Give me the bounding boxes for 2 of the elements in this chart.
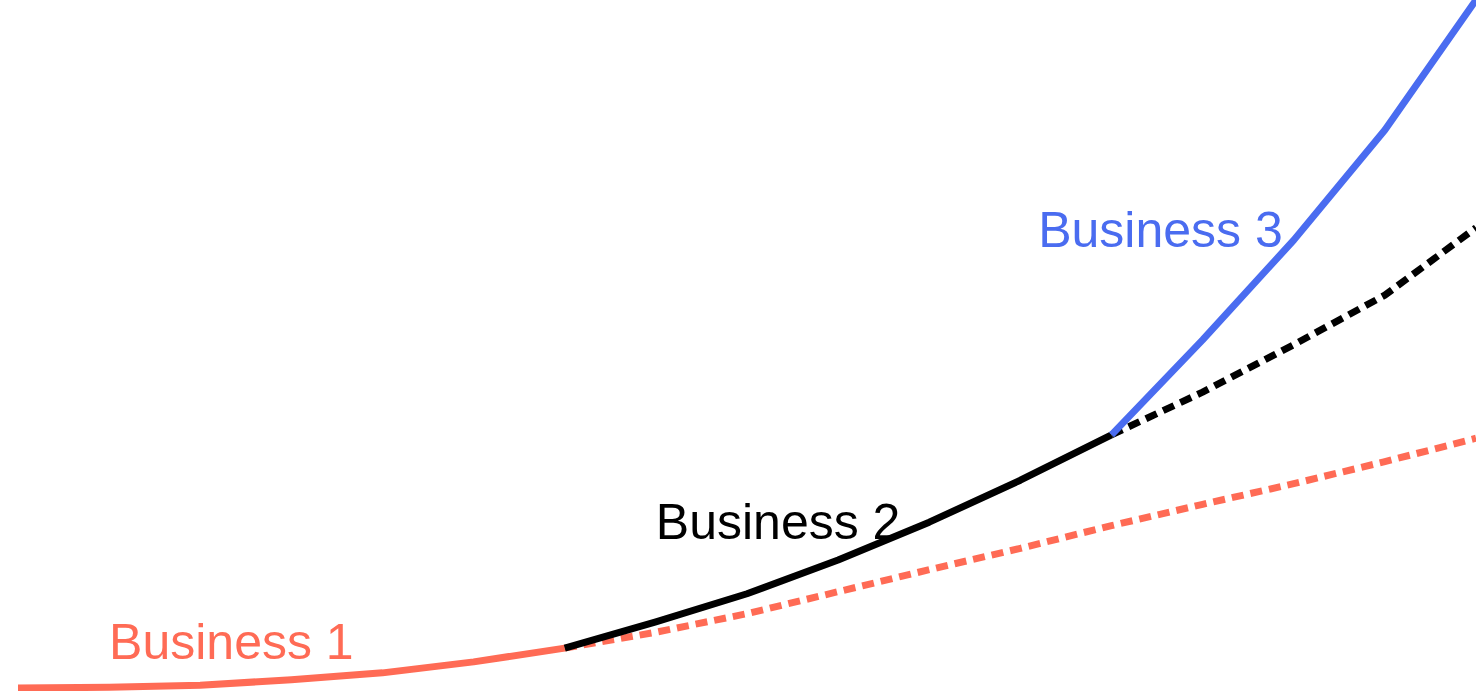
series-label: Business 1 <box>109 613 354 670</box>
series-label: Business 3 <box>1038 202 1283 259</box>
